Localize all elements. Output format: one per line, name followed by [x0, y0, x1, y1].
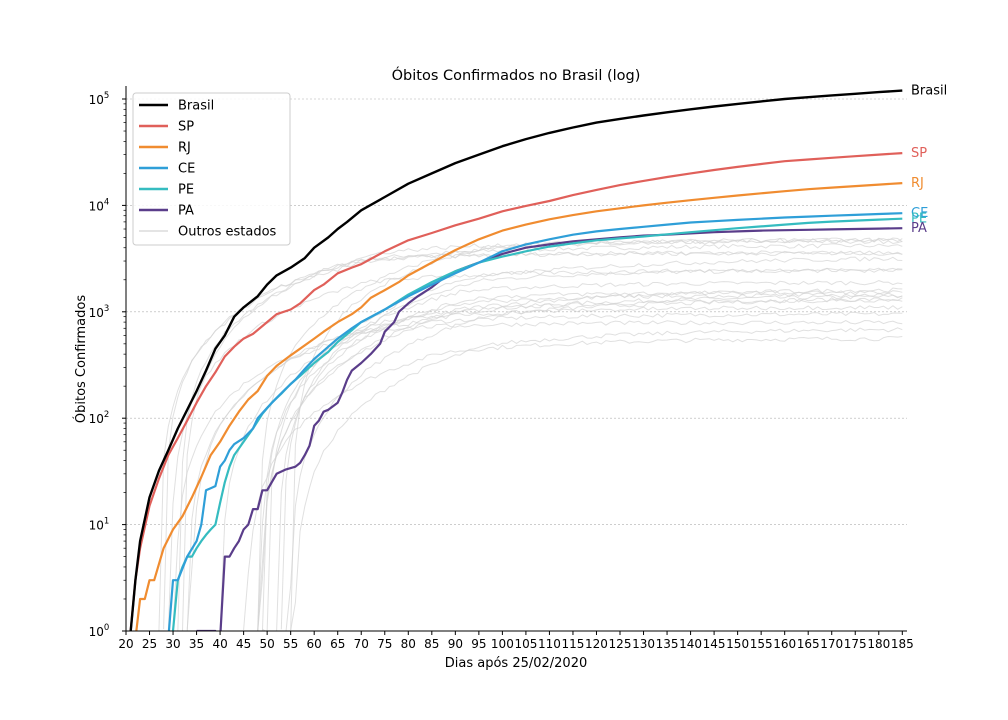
x-tick-label: 120: [585, 637, 608, 651]
y-tick-label: 102: [89, 410, 110, 426]
other-state-line: [219, 297, 903, 631]
x-tick-label: 115: [562, 637, 585, 651]
x-tick-label: 145: [703, 637, 726, 651]
other-state-line: [257, 237, 903, 631]
chart-title: Óbitos Confirmados no Brasil (log): [392, 66, 641, 84]
other-state-line: [257, 292, 903, 631]
legend-label: Brasil: [178, 99, 214, 114]
x-tick-label: 135: [656, 637, 679, 651]
legend-label: PE: [178, 183, 194, 198]
legend-label: PA: [178, 204, 194, 219]
legend-label: SP: [178, 120, 194, 135]
other-state-line: [182, 237, 903, 631]
x-tick-label: 30: [165, 637, 180, 651]
x-tick-label: 100: [491, 637, 514, 651]
x-tick-label: 175: [844, 637, 867, 651]
x-tick-label: 80: [401, 637, 416, 651]
y-tick-label: 104: [89, 197, 110, 213]
other-state-line: [243, 335, 903, 630]
x-tick-label: 165: [797, 637, 820, 651]
other-state-line: [262, 256, 903, 631]
other-state-line: [290, 239, 903, 630]
end-label-brasil: Brasil: [911, 84, 947, 99]
other-state-line: [257, 294, 903, 631]
x-tick-label: 60: [307, 637, 322, 651]
x-tick-label: 155: [750, 637, 773, 651]
end-label-pa: PA: [911, 221, 927, 236]
series-line-pe: [171, 217, 903, 631]
other-state-line: [163, 250, 903, 630]
other-state-line: [276, 290, 903, 631]
legend: Brasil SP RJ CE PE PA Outros estados: [132, 92, 291, 246]
y-axis-label: Óbitos Confirmados: [73, 295, 89, 423]
x-tick-label: 65: [330, 637, 345, 651]
x-tick-label: 125: [609, 637, 632, 651]
x-tick-label: 90: [448, 637, 463, 651]
series-line-pa: [196, 227, 903, 631]
x-tick-label: 170: [820, 637, 843, 651]
axes: [125, 86, 907, 632]
legend-label: Outros estados: [178, 225, 277, 240]
x-tick-label: 185: [891, 637, 914, 651]
x-tick-label: 105: [514, 637, 537, 651]
x-tick-label: 150: [726, 637, 749, 651]
y-tick-label: 100: [89, 623, 110, 639]
x-ticks: 20 25 30 35 40 45 50 55 60 65 70 75 80 85 90 95 100 105 11…: [118, 631, 914, 651]
other-state-line: [182, 311, 903, 631]
other-state-line: [261, 280, 903, 631]
other-state-line: [285, 298, 903, 631]
x-tick-label: 160: [773, 637, 796, 651]
other-state-line: [280, 267, 903, 630]
x-tick-label: 180: [867, 637, 890, 651]
series-line-brasil: [129, 89, 903, 631]
end-label-ce: CE: [911, 206, 928, 221]
series-line-rj: [135, 182, 903, 631]
legend-box: [132, 92, 291, 246]
y-tick-label: 103: [89, 304, 110, 320]
end-label-sp: SP: [911, 146, 927, 161]
end-label-pe: PE: [911, 212, 927, 227]
x-axis-label: Dias após 25/02/2020: [445, 656, 588, 671]
x-tick-label: 110: [538, 637, 561, 651]
other-state-line: [290, 327, 903, 631]
x-tick-label: 20: [118, 637, 133, 651]
x-tick-label: 45: [236, 637, 251, 651]
y-tick-label: 105: [89, 91, 110, 107]
y-tick-label: 101: [89, 517, 110, 533]
x-tick-label: 140: [679, 637, 702, 651]
y-ticks: 100 101 102 103 104 105: [89, 91, 126, 639]
other-state-line: [257, 287, 903, 631]
x-tick-label: 75: [377, 637, 392, 651]
x-tick-label: 25: [142, 637, 157, 651]
series-line-ce: [167, 212, 903, 631]
x-tick-label: 95: [471, 637, 486, 651]
other-state-line: [186, 305, 903, 630]
legend-label: RJ: [178, 141, 191, 156]
other-states-lines: [158, 237, 903, 631]
x-tick-label: 40: [212, 637, 227, 651]
series-lines: [129, 89, 903, 631]
legend-label: CE: [178, 162, 195, 177]
x-tick-label: 70: [354, 637, 369, 651]
x-tick-label: 55: [283, 637, 298, 651]
x-tick-label: 130: [632, 637, 655, 651]
end-label-rj: RJ: [911, 176, 924, 191]
other-state-line: [172, 319, 903, 631]
x-tick-label: 50: [260, 637, 275, 651]
x-tick-label: 35: [189, 637, 204, 651]
series-line-sp: [129, 152, 903, 631]
x-tick-label: 85: [424, 637, 439, 651]
